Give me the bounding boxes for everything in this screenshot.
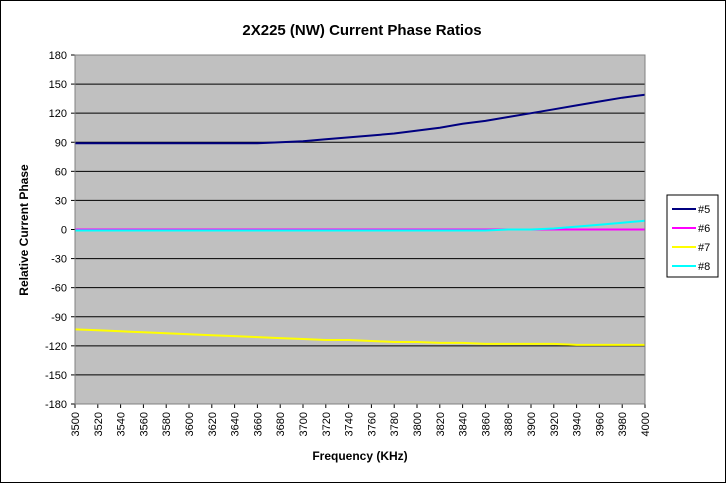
y-tick-label: -180	[45, 399, 67, 411]
x-axis-ticks: 3500 3520 3540 3560 3580 3600 3620 3640 3660 3680…	[70, 403, 652, 436]
legend-label: #6	[698, 223, 710, 235]
y-axis-ticks: 180 150 120 90 60 30 0 -30 -60 -90 -120 -150 -180	[45, 50, 75, 411]
x-tick-label: 3500	[70, 412, 82, 436]
y-tick-label: 150	[49, 79, 67, 91]
y-tick-label: 60	[55, 166, 67, 178]
x-tick-label: 3840	[458, 412, 470, 436]
x-tick-label: 3620	[207, 412, 219, 436]
legend: #5 #6 #7 #8	[666, 194, 719, 278]
y-tick-label: -150	[45, 370, 67, 382]
y-tick-label: -60	[51, 283, 67, 295]
legend-box	[666, 194, 719, 278]
series-line-5	[75, 93, 646, 145]
x-tick-label: 3860	[480, 412, 492, 436]
y-tick-label: -90	[51, 312, 67, 324]
x-tick-label: 3540	[116, 412, 128, 436]
x-tick-label: 3980	[617, 412, 629, 436]
x-tick-label: 3740	[344, 412, 356, 436]
x-tick-label: 3680	[275, 412, 287, 436]
x-tick-label: 4000	[640, 412, 652, 436]
x-tick-label: 3660	[252, 412, 264, 436]
series-line-8	[75, 219, 646, 232]
y-tick-label: 90	[55, 137, 67, 149]
y-axis-title: Relative Current Phase	[17, 164, 31, 296]
x-axis-title: Frequency (KHz)	[312, 449, 407, 463]
x-tick-label: 3800	[412, 412, 424, 436]
y-tick-label: 180	[49, 50, 67, 62]
x-tick-label: 3820	[435, 412, 447, 436]
x-tick-label: 3640	[230, 412, 242, 436]
y-tick-label: 0	[61, 225, 67, 237]
x-tick-label: 3940	[572, 412, 584, 436]
legend-label: #5	[698, 204, 710, 216]
chart-title: 2X225 (NW) Current Phase Ratios	[242, 22, 481, 39]
legend-label: #7	[698, 242, 710, 254]
plot-border	[74, 54, 646, 405]
x-tick-label: 3580	[161, 412, 173, 436]
x-tick-label: 3760	[366, 412, 378, 436]
x-tick-label: 3880	[503, 412, 515, 436]
x-tick-label: 3520	[93, 412, 105, 436]
x-tick-label: 3900	[526, 412, 538, 436]
x-tick-label: 3780	[389, 412, 401, 436]
series-lines	[74, 93, 646, 346]
series-line-7	[74, 328, 645, 346]
x-tick-label: 3720	[321, 412, 333, 436]
x-tick-label: 3960	[594, 412, 606, 436]
x-tick-label: 3700	[298, 412, 310, 436]
x-tick-label: 3600	[184, 412, 196, 436]
y-tick-label: 120	[49, 108, 67, 120]
x-tick-label: 3920	[549, 412, 561, 436]
y-tick-label: 30	[55, 195, 67, 207]
x-tick-label: 3560	[138, 412, 150, 436]
legend-label: #8	[698, 261, 710, 273]
y-tick-label: -30	[51, 254, 67, 266]
y-tick-label: -120	[45, 341, 67, 353]
